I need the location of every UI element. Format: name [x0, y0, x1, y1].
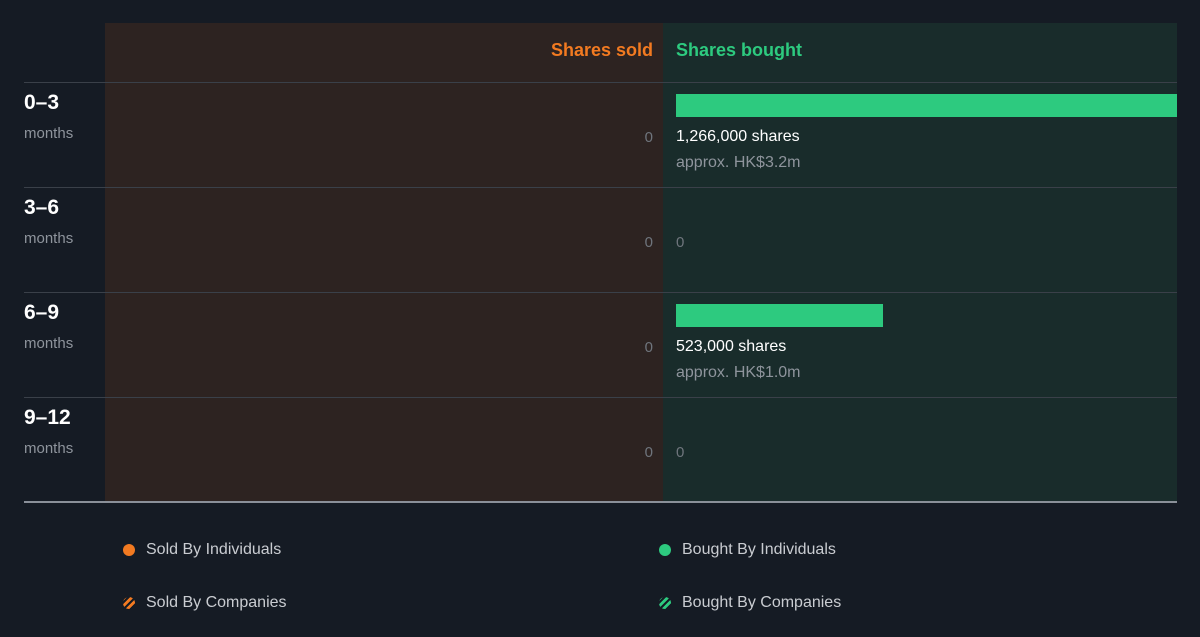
- period-label: 3–6: [24, 196, 60, 219]
- header-shares-bought: Shares bought: [676, 40, 803, 60]
- bought-value-label: 0: [676, 234, 685, 251]
- period-unit: months: [24, 230, 74, 247]
- legend-dot-icon: [659, 544, 671, 556]
- period-unit: months: [24, 440, 74, 457]
- legend-item: Sold By Individuals: [123, 541, 281, 559]
- row-divider: [24, 397, 1177, 398]
- header-shares-sold: Shares sold: [550, 40, 653, 60]
- bought-value-label: approx. HK$1.0m: [676, 364, 801, 381]
- bought-value-label: 0: [676, 444, 685, 461]
- row-divider: [24, 187, 1177, 188]
- row-divider: [24, 292, 1177, 293]
- period-unit: months: [24, 125, 74, 142]
- bought-bar: [676, 304, 883, 327]
- legend-label: Bought By Companies: [682, 594, 842, 611]
- period-label: 0–3: [24, 91, 60, 114]
- legend-hatch-icon: [659, 597, 671, 609]
- sold-value-label: 0: [644, 234, 653, 251]
- period-unit: months: [24, 335, 74, 352]
- sold-value-label: 0: [644, 129, 653, 146]
- legend-label: Sold By Companies: [146, 594, 287, 611]
- axis-line: [24, 501, 1177, 503]
- bought-shares-label: 523,000 shares: [676, 338, 787, 355]
- legend-hatch-icon: [123, 597, 135, 609]
- legend-label: Sold By Individuals: [146, 541, 282, 558]
- row-divider: [24, 82, 1177, 83]
- period-label: 9–12: [24, 406, 71, 429]
- bought-value-label: approx. HK$3.2m: [676, 154, 801, 171]
- legend-item: Sold By Companies: [123, 594, 287, 612]
- legend-item: Bought By Companies: [659, 594, 841, 612]
- sold-value-label: 0: [644, 444, 653, 461]
- bought-shares-label: 1,266,000 shares: [676, 128, 800, 145]
- sold-value-label: 0: [644, 339, 653, 356]
- period-label: 6–9: [24, 301, 60, 324]
- sold-panel: [105, 23, 663, 501]
- legend-dot-icon: [123, 544, 135, 556]
- bought-bar: [676, 94, 1177, 117]
- legend-label: Bought By Individuals: [682, 541, 836, 558]
- legend-item: Bought By Individuals: [659, 541, 836, 559]
